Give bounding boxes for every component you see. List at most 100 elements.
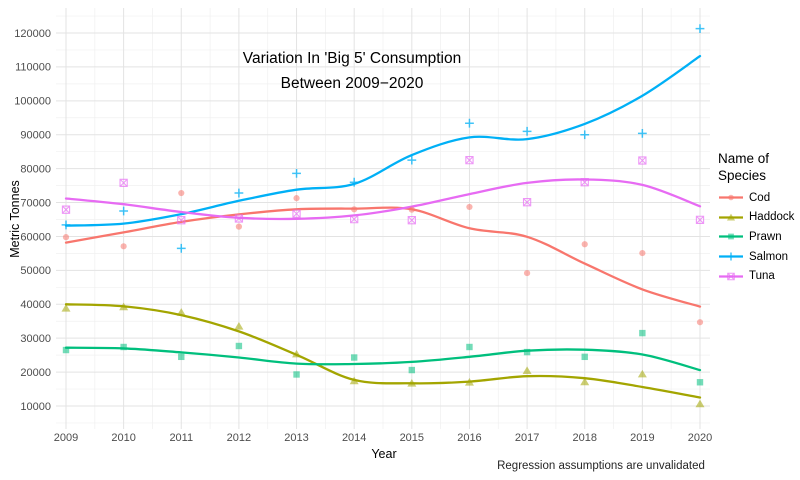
legend-key-tuna-icon xyxy=(719,272,743,280)
data-point-plus xyxy=(292,168,301,178)
data-point-square xyxy=(581,353,588,361)
data-point-plus xyxy=(695,24,705,33)
x-tick-label: 2009 xyxy=(54,432,78,444)
data-point-square-x xyxy=(177,216,186,225)
legend-entry-tuna: Tuna xyxy=(718,266,800,286)
legend: Name of Species Cod Haddock Prawn Salmon Tun… xyxy=(718,150,800,286)
y-tick-label: 70000 xyxy=(20,197,51,209)
y-tick-label: 40000 xyxy=(20,299,51,311)
data-point-plus xyxy=(407,155,417,165)
data-point-square-x xyxy=(522,198,532,207)
y-tick-label: 80000 xyxy=(20,163,51,175)
data-point-circle xyxy=(408,206,415,213)
data-point-square xyxy=(408,366,416,374)
legend-key-salmon-icon xyxy=(719,252,743,261)
series-points-prawn xyxy=(62,329,704,386)
legend-entry-cod: Cod xyxy=(718,188,800,208)
data-point-plus xyxy=(727,252,735,261)
data-point-triangle xyxy=(580,377,590,386)
data-point-triangle xyxy=(522,366,532,375)
y-axis-title: Metric Tonnes xyxy=(8,180,22,258)
data-point-plus xyxy=(465,118,474,128)
x-tick-label: 2019 xyxy=(630,432,654,444)
legend-entry-haddock: Haddock xyxy=(718,208,800,228)
y-tick-label: 60000 xyxy=(20,231,51,243)
x-tick-label: 2011 xyxy=(169,432,193,444)
data-point-plus xyxy=(176,243,186,253)
data-point-triangle xyxy=(176,308,186,316)
trend-line-haddock xyxy=(64,303,702,399)
data-point-square xyxy=(120,343,127,351)
legend-entry-prawn: Prawn xyxy=(718,227,800,247)
chart-title: Variation In 'Big 5' Consumption Between… xyxy=(0,46,704,96)
chart-caption: Regression assumptions are unvalidated xyxy=(497,460,705,472)
data-point-circle xyxy=(120,243,127,250)
y-tick-label: 20000 xyxy=(20,367,51,379)
data-point-square-x xyxy=(407,216,416,225)
legend-title-line1: Name of xyxy=(718,151,770,166)
legend-entries: Cod Haddock Prawn Salmon Tuna xyxy=(718,188,800,286)
legend-label: Prawn xyxy=(749,230,782,243)
data-point-circle xyxy=(696,319,704,326)
data-point-square xyxy=(293,371,300,378)
data-point-square-x xyxy=(119,178,128,188)
y-tick-label: 50000 xyxy=(20,265,51,277)
data-point-triangle xyxy=(119,302,129,311)
x-tick-label: 2014 xyxy=(342,432,366,444)
data-point-square xyxy=(178,353,185,361)
data-point-triangle xyxy=(349,376,359,385)
x-tick-label: 2016 xyxy=(457,432,481,444)
data-point-circle xyxy=(466,203,473,211)
legend-entry-salmon: Salmon xyxy=(718,247,800,267)
x-tick-label: 2013 xyxy=(284,432,308,444)
trend-line-prawn xyxy=(64,346,702,372)
data-point-triangle xyxy=(234,322,244,330)
data-point-triangle xyxy=(637,369,647,378)
x-tick-label: 2018 xyxy=(572,432,596,444)
data-point-triangle xyxy=(726,213,736,221)
series-points-cod xyxy=(62,189,704,326)
data-point-square-x xyxy=(638,156,647,165)
data-point-circle xyxy=(523,269,531,277)
data-point-square xyxy=(696,379,704,386)
x-tick-label: 2020 xyxy=(688,432,712,444)
y-tick-label: 110000 xyxy=(15,62,51,74)
legend-title: Name of Species xyxy=(718,150,800,184)
trend-line-tuna xyxy=(64,178,702,221)
x-tick-label: 2015 xyxy=(400,432,424,444)
data-point-plus xyxy=(61,220,71,230)
legend-label: Salmon xyxy=(749,250,788,263)
data-point-circle xyxy=(293,195,300,202)
data-point-circle xyxy=(351,206,358,213)
data-point-triangle xyxy=(292,349,302,358)
trend-line-cod xyxy=(64,206,702,308)
y-tick-label: 90000 xyxy=(20,130,51,142)
data-point-square xyxy=(639,329,646,337)
data-point-circle xyxy=(581,241,588,248)
data-point-square-x xyxy=(465,156,474,165)
y-tick-label: 30000 xyxy=(20,333,51,345)
x-tick-label: 2010 xyxy=(111,432,135,444)
x-axis-title: Year xyxy=(371,447,397,461)
x-tick-label: 2012 xyxy=(227,432,251,444)
data-point-triangle xyxy=(464,377,474,386)
data-point-square-x xyxy=(234,214,244,223)
legend-label: Tuna xyxy=(749,270,775,283)
data-point-square-x xyxy=(350,215,359,224)
data-point-square-x xyxy=(61,205,71,214)
data-point-plus xyxy=(637,128,647,138)
series-points-haddock xyxy=(61,302,705,408)
data-point-square-x xyxy=(580,178,589,187)
chart-title-line2: Between 2009−2020 xyxy=(280,75,424,92)
data-point-square-x xyxy=(727,272,735,280)
y-tick-label: 10000 xyxy=(20,401,51,413)
series-points-tuna xyxy=(61,156,705,225)
legend-label: Cod xyxy=(749,191,771,204)
data-point-triangle xyxy=(407,378,417,387)
data-point-square xyxy=(466,343,473,351)
y-tick-label: 100000 xyxy=(14,96,51,108)
data-point-circle xyxy=(178,189,185,197)
trend-line-salmon xyxy=(64,54,702,227)
data-point-square xyxy=(728,234,734,240)
